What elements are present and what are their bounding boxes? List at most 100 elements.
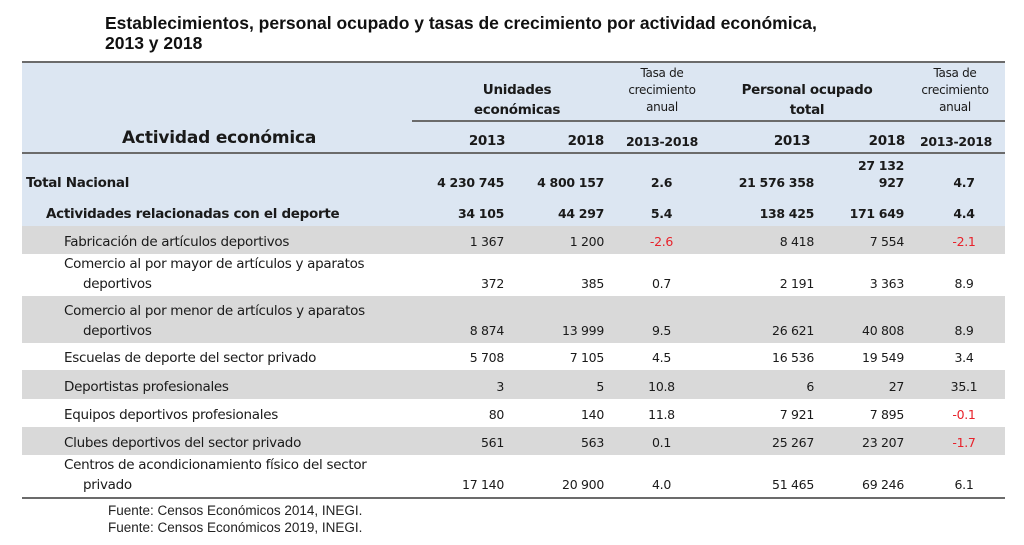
header-bottom-rule	[22, 152, 1005, 154]
cell-u2018: 13 999	[562, 323, 604, 338]
cell-p2013: 16 536	[772, 350, 814, 365]
cell-u2013: 8 874	[469, 323, 505, 338]
cell-urate: 11.8	[648, 407, 675, 422]
cell-urate: 4.5	[652, 350, 671, 365]
cell-prate: 35.1	[950, 379, 978, 394]
units-group-rule	[412, 120, 612, 122]
row-label: Equipos deportivos profesionales	[64, 407, 278, 423]
row-label-line1: Centros de acondicionamiento físico del …	[64, 457, 367, 473]
header-tasa-personal-line3: anual	[939, 100, 971, 114]
cell-urate: -2.6	[649, 234, 674, 249]
title-line-2: 2013 y 2018	[105, 33, 203, 53]
cell-u2018: 385	[581, 276, 604, 291]
bottom-rule	[22, 497, 1005, 499]
top-rule	[22, 61, 1005, 63]
cell-prate: 3.4	[954, 350, 974, 365]
title-line-1: Establecimientos, personal ocupado y tas…	[105, 13, 817, 33]
cell-p2018-line1: 27 132	[857, 158, 904, 173]
cell-p2018: 171 649	[849, 206, 905, 221]
cell-u2018: 140	[581, 407, 604, 422]
header-background	[22, 61, 1005, 153]
cell-urate: 5.4	[650, 206, 673, 221]
row-label-line2: deportivos	[83, 276, 152, 292]
staff-group-rule	[612, 120, 1005, 122]
cell-u2013: 34 105	[457, 206, 504, 221]
cell-prate: 8.9	[954, 323, 974, 338]
row-label: Actividades relacionadas con el deporte	[46, 206, 340, 222]
table-row: Deportistas profesionales 3 5 10.8 6 27 35.1	[22, 370, 1005, 399]
cell-p2018: 19 549	[862, 350, 904, 365]
cell-u2013: 372	[481, 276, 504, 291]
cell-u2018: 5	[596, 379, 604, 394]
cell-p2013: 2 191	[779, 276, 815, 291]
cell-u2013: 3	[496, 379, 504, 394]
cell-p2018: 40 808	[862, 323, 904, 338]
cell-p2013: 7 921	[779, 407, 815, 422]
stripe-row-3	[22, 226, 1005, 254]
cell-p2018: 27	[888, 379, 905, 394]
row-label: Fabricación de artículos deportivos	[64, 234, 290, 250]
cell-prate: 6.1	[954, 477, 974, 492]
cell-urate: 9.5	[652, 323, 671, 338]
row-label-line1: Comercio al por mayor de artículos y apa…	[64, 256, 365, 272]
row-label-line2: privado	[83, 477, 132, 493]
cell-u2018: 44 297	[557, 206, 604, 221]
header-year-u2018: 2018	[567, 133, 605, 149]
cell-u2018: 1 200	[569, 234, 605, 249]
cell-p2018: 23 207	[862, 435, 904, 450]
cell-prate: 4.7	[953, 175, 975, 190]
table-row: Escuelas de deporte del sector privado 5 …	[22, 343, 1005, 370]
cell-urate: 10.8	[648, 379, 675, 394]
row-label: Clubes deportivos del sector privado	[64, 435, 302, 451]
header-unidades-line1: Unidades	[482, 82, 552, 98]
table-row: Comercio al por menor de artículos y apa…	[22, 296, 1005, 343]
cell-p2018: 927	[878, 175, 905, 190]
cell-prate: 4.4	[953, 206, 975, 221]
row-label: Deportistas profesionales	[64, 379, 229, 395]
cell-u2013: 1 367	[469, 234, 505, 249]
cell-prate: -0.1	[952, 407, 976, 422]
cell-p2013: 21 576 358	[738, 175, 815, 190]
cell-p2013: 51 465	[772, 477, 814, 492]
cell-u2013: 80	[488, 407, 505, 422]
footnote-2: Fuente: Censos Económicos 2019, INEGI.	[108, 520, 363, 535]
cell-urate: 2.6	[650, 175, 673, 190]
row-label-line1: Comercio al por menor de artículos y apa…	[64, 303, 365, 319]
cell-p2013: 25 267	[772, 435, 814, 450]
cell-p2018: 7 554	[869, 234, 905, 249]
cell-u2013: 561	[481, 435, 504, 450]
header-tasa-personal: Tasa de crecimiento anual	[905, 65, 1005, 116]
header-personal-line2: total	[789, 102, 825, 118]
header-tasa-unidades: Tasa de crecimiento anual	[612, 65, 712, 116]
cell-u2018: 4 800 157	[537, 175, 604, 190]
cell-u2013: 17 140	[462, 477, 504, 492]
cell-p2018: 7 895	[869, 407, 905, 422]
row-label: Escuelas de deporte del sector privado	[64, 350, 317, 366]
cell-urate: 0.7	[652, 276, 671, 291]
header-year-prate: 2013-2018	[919, 134, 993, 149]
table-row: Centros de acondicionamiento físico del …	[22, 455, 1005, 497]
header-unidades-economicas: Unidades económicas	[432, 80, 602, 120]
table-row: Fabricación de artículos deportivos 1 367…	[22, 226, 1005, 254]
row-label-line2: deportivos	[83, 323, 152, 339]
cell-p2018: 3 363	[869, 276, 905, 291]
summary-rows-background	[22, 153, 1005, 226]
cell-u2013: 4 230 745	[437, 175, 504, 190]
stripe-row-5	[22, 296, 1005, 343]
cell-p2018: 69 246	[862, 477, 904, 492]
cell-urate: 4.0	[652, 477, 671, 492]
header-year-p2013: 2013	[773, 133, 811, 149]
header-actividad: Actividad económica	[122, 128, 317, 148]
header-personal-ocupado: Personal ocupado total	[722, 80, 892, 120]
header-year-urate: 2013-2018	[625, 134, 699, 149]
cell-p2013: 8 418	[779, 234, 815, 249]
header-unidades-line2: económicas	[473, 102, 561, 118]
cell-p2013: 138 425	[759, 206, 815, 221]
header-tasa-personal-line1: Tasa de	[933, 66, 977, 80]
cell-prate: -2.1	[952, 234, 976, 249]
table-row: Actividades relacionadas con el deporte 3…	[22, 195, 1005, 226]
header-tasa-unidades-line3: anual	[646, 100, 678, 114]
cell-prate: 8.9	[954, 276, 974, 291]
table-row: Clubes deportivos del sector privado 561 5…	[22, 427, 1005, 455]
table-row: Comercio al por mayor de artículos y apa…	[22, 254, 1005, 296]
